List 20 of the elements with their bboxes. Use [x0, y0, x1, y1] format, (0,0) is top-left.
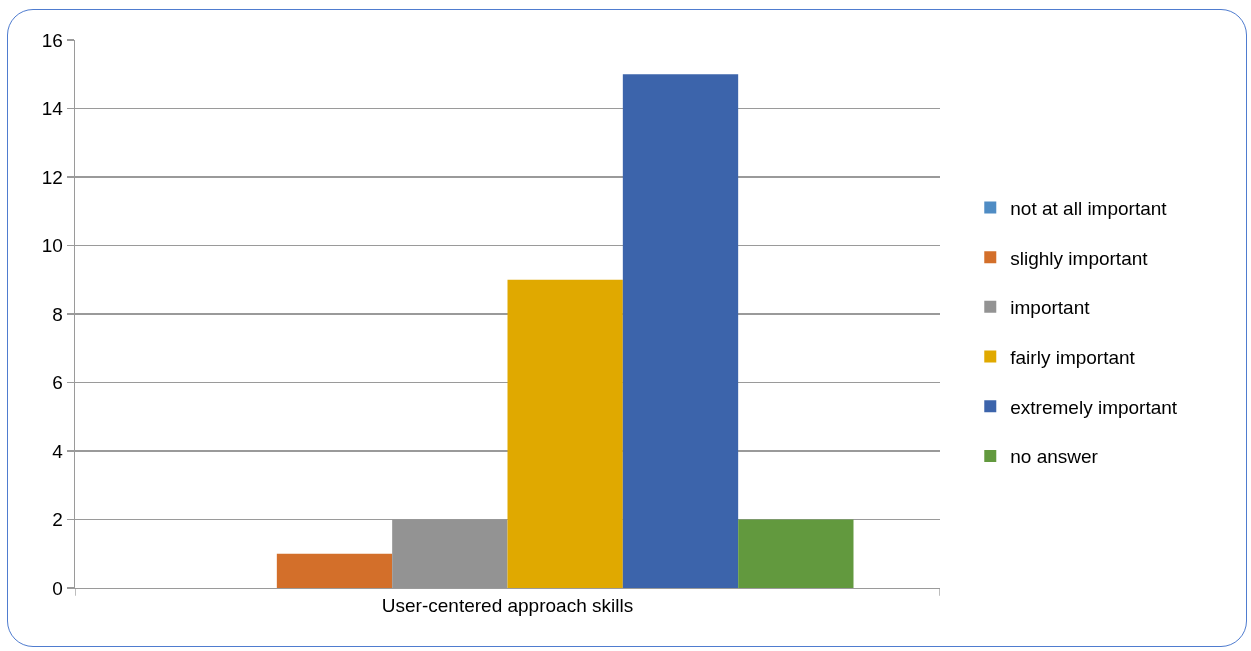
y-tick-label: 8	[52, 303, 63, 325]
legend-label: fairly important	[1010, 346, 1136, 368]
bar	[276, 553, 393, 588]
legend-label: slighly important	[1010, 247, 1149, 269]
y-tick-label: 10	[41, 235, 63, 257]
legend-label: extremely important	[1010, 396, 1178, 418]
y-tick-label: 4	[52, 440, 64, 462]
y-tick-label: 0	[52, 577, 63, 599]
legend-label: important	[1010, 297, 1091, 319]
y-tick-label: 6	[52, 372, 63, 394]
bar	[738, 519, 854, 588]
x-tick-label: User-centered approach skills	[381, 595, 634, 617]
y-tick-label: 2	[52, 509, 63, 531]
legend-label: no answer	[1010, 446, 1099, 468]
y-tick-label: 16	[41, 29, 63, 51]
legend-label: not at all important	[1010, 197, 1168, 219]
y-tick-label: 14	[41, 98, 64, 120]
y-tick-label: 12	[41, 166, 63, 188]
bar	[622, 74, 739, 588]
bar	[507, 279, 623, 588]
